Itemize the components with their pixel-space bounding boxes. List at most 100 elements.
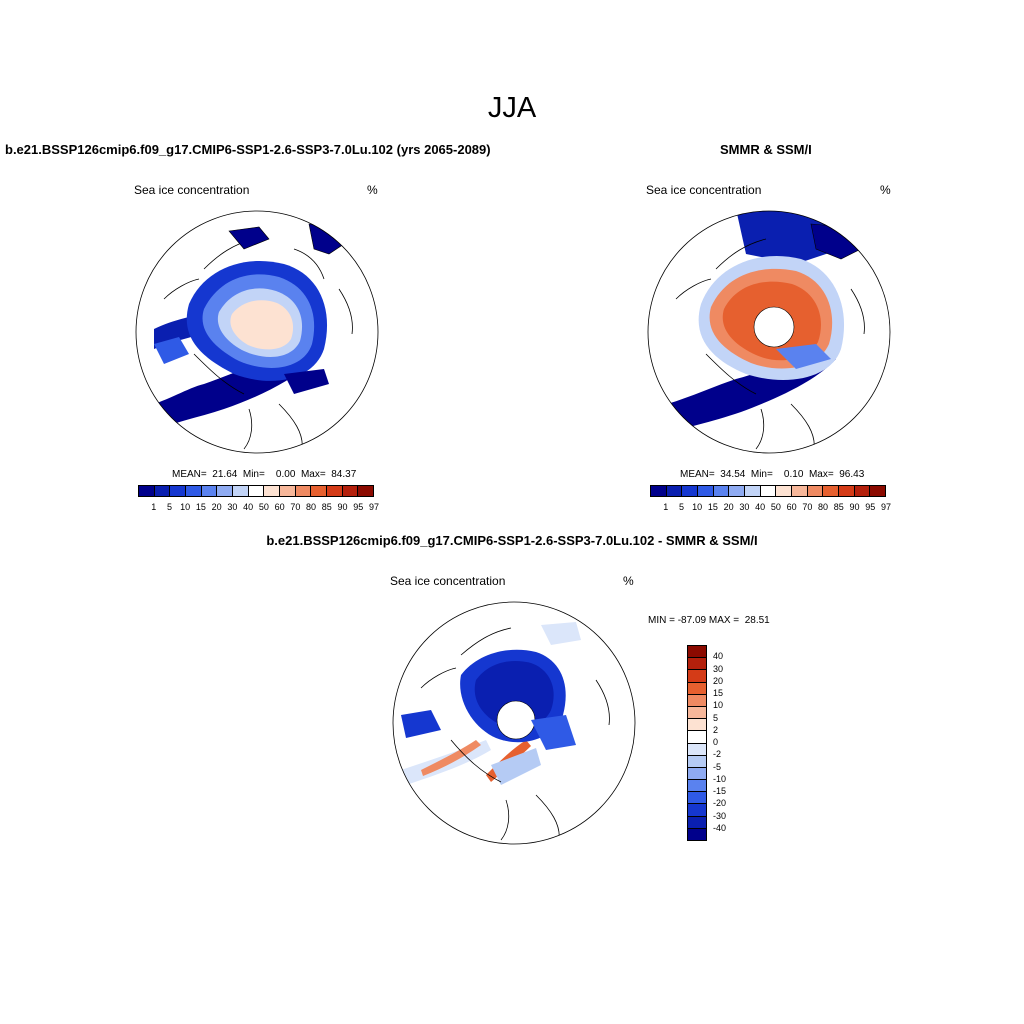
panel-1-units-label: % — [367, 183, 378, 197]
colorbar-tick-label: 2 — [713, 724, 719, 735]
colorbar-swatch — [688, 767, 706, 781]
panel-3-variable-label: Sea ice concentration — [390, 574, 506, 588]
panel-1-variable-label: Sea ice concentration — [134, 183, 250, 197]
colorbar-tick-label: 60 — [274, 502, 285, 512]
panel-1-polar-map — [135, 210, 379, 454]
panel-1-colorbar-labels: 1 5 10 15 20 30 40 50 60 70 80 85 90 95 97 — [138, 502, 379, 514]
colorbar-swatch — [201, 486, 218, 496]
colorbar-tick-label: 50 — [258, 502, 269, 512]
colorbar-tick-label: 97 — [368, 502, 379, 512]
colorbar-swatch — [264, 486, 281, 496]
colorbar-tick-label: 60 — [786, 502, 797, 512]
panel-3-polar-map — [392, 601, 636, 845]
colorbar-swatch — [280, 486, 296, 496]
colorbar-tick-label: 15 — [707, 502, 718, 512]
colorbar-swatch — [698, 486, 714, 496]
colorbar-tick-label: -15 — [713, 786, 727, 796]
colorbar-swatch — [295, 486, 312, 496]
colorbar-swatch — [688, 743, 706, 756]
colorbar-swatch — [688, 682, 706, 695]
colorbar-swatch — [666, 486, 683, 496]
colorbar-tick-label: 20 — [713, 675, 724, 686]
panel-1-colorbar — [138, 485, 374, 497]
colorbar-swatch — [870, 486, 886, 496]
colorbar-tick-label: 50 — [770, 502, 781, 512]
colorbar-tick-label: 95 — [865, 502, 876, 512]
colorbar-tick-label: 70 — [290, 502, 301, 512]
colorbar-swatch — [170, 486, 187, 496]
colorbar-swatch — [154, 486, 171, 496]
colorbar-swatch — [248, 486, 265, 496]
colorbar-swatch — [688, 755, 706, 768]
colorbar-tick-label: 30 — [739, 502, 750, 512]
colorbar-swatch — [358, 486, 374, 496]
colorbar-tick-label: 40 — [755, 502, 766, 512]
colorbar-swatch — [327, 486, 343, 496]
colorbar-swatch — [688, 816, 706, 829]
colorbar-swatch — [688, 670, 706, 683]
figure-title: JJA — [487, 92, 537, 124]
colorbar-swatch — [807, 486, 824, 496]
colorbar-swatch — [760, 486, 777, 496]
colorbar-tick-label: 85 — [321, 502, 332, 512]
colorbar-tick-label: 10 — [692, 502, 703, 512]
colorbar-swatch — [688, 694, 706, 707]
colorbar-swatch — [823, 486, 840, 496]
colorbar-tick-label: 10 — [713, 700, 724, 711]
colorbar-tick-label: 90 — [849, 502, 860, 512]
colorbar-tick-label: 85 — [833, 502, 844, 512]
panel-3-units-label: % — [623, 574, 634, 588]
colorbar-tick-label: 5 — [166, 502, 172, 512]
colorbar-tick-label: 95 — [353, 502, 364, 512]
colorbar-tick-label: 10 — [180, 502, 191, 512]
colorbar-tick-label: 15 — [713, 688, 724, 698]
panel-1-stats: MEAN= 21.64 Min= 0.00 Max= 84.37 — [172, 469, 357, 480]
colorbar-swatch — [839, 486, 855, 496]
colorbar-tick-label: -40 — [713, 822, 727, 833]
colorbar-swatch — [217, 486, 234, 496]
panel-2-stats: MEAN= 34.54 Min= 0.10 Max= 96.43 — [680, 469, 865, 480]
colorbar-swatch — [688, 780, 706, 793]
panel-2-colorbar-labels: 1 5 10 15 20 30 40 50 60 70 80 85 90 95 97 — [650, 502, 891, 514]
colorbar-tick-label: -20 — [713, 798, 727, 809]
colorbar-swatch — [792, 486, 808, 496]
colorbar-swatch — [688, 828, 706, 840]
colorbar-tick-label: 40 — [713, 651, 724, 662]
colorbar-swatch — [688, 646, 706, 659]
colorbar-swatch — [713, 486, 730, 496]
panel-2-units-label: % — [880, 183, 891, 197]
panel-1-title: b.e21.BSSP126cmip6.f09_g17.CMIP6-SSP1-2.… — [5, 142, 491, 157]
colorbar-tick-label: 80 — [306, 502, 317, 512]
colorbar-swatch — [688, 658, 706, 671]
colorbar-tick-label: -2 — [713, 749, 722, 760]
colorbar-swatch — [682, 486, 699, 496]
colorbar-swatch — [854, 486, 871, 496]
colorbar-swatch — [186, 486, 202, 496]
colorbar-tick-label: 80 — [818, 502, 829, 512]
panel-2-colorbar — [650, 485, 886, 497]
colorbar-tick-label: 20 — [211, 502, 222, 512]
panel-3-title: b.e21.BSSP126cmip6.f09_g17.CMIP6-SSP1-2.… — [266, 533, 758, 548]
colorbar-tick-label: 5 — [678, 502, 684, 512]
panel-2-variable-label: Sea ice concentration — [646, 183, 762, 197]
colorbar-swatch — [745, 486, 761, 496]
colorbar-tick-label: 90 — [337, 502, 348, 512]
colorbar-swatch — [688, 719, 706, 732]
colorbar-swatch — [688, 731, 706, 744]
colorbar-swatch — [776, 486, 793, 496]
colorbar-swatch — [233, 486, 249, 496]
colorbar-swatch — [688, 804, 706, 817]
colorbar-tick-label: 1 — [663, 502, 669, 512]
colorbar-tick-label: 70 — [802, 502, 813, 512]
colorbar-swatch — [342, 486, 359, 496]
colorbar-tick-label: -5 — [713, 761, 722, 772]
colorbar-tick-label: -30 — [713, 810, 727, 821]
panel-3-colorbar — [687, 645, 707, 841]
colorbar-tick-label: 20 — [723, 502, 734, 512]
colorbar-swatch — [139, 486, 155, 496]
colorbar-tick-label: -10 — [713, 773, 727, 784]
colorbar-tick-label: 40 — [243, 502, 254, 512]
colorbar-tick-label: 30 — [713, 663, 724, 674]
panel-3-stats: MIN = -87.09 MAX = 28.51 — [648, 615, 770, 626]
colorbar-tick-label: 30 — [227, 502, 238, 512]
